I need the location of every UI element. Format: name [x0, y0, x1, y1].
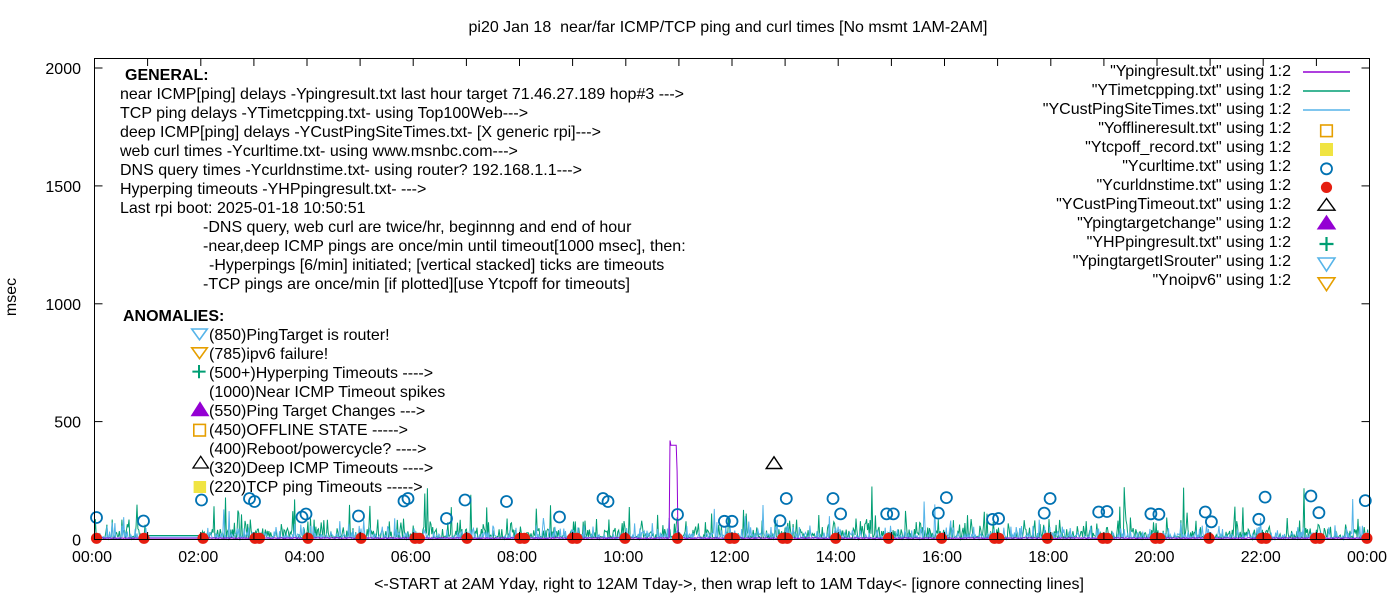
- svg-text:-near,deep ICMP pings are once: -near,deep ICMP pings are once/min until…: [203, 238, 686, 255]
- svg-text:(785)ipv6 failure!: (785)ipv6 failure!: [209, 346, 328, 363]
- svg-text:14:00: 14:00: [816, 549, 856, 566]
- svg-text:"Ynoipv6" using 1:2: "Ynoipv6" using 1:2: [1152, 272, 1291, 289]
- svg-text:06:00: 06:00: [391, 549, 431, 566]
- svg-text:"Ycurldnstime.txt" using 1:2: "Ycurldnstime.txt" using 1:2: [1096, 177, 1291, 194]
- svg-text:"Ypingtargetchange" using 1:2: "Ypingtargetchange" using 1:2: [1077, 215, 1291, 232]
- svg-text:<-START at 2AM Yday, right to: <-START at 2AM Yday, right to 12AM Tday-…: [374, 576, 1084, 593]
- svg-text:00:00: 00:00: [72, 549, 112, 566]
- svg-text:"Ycurltime.txt" using 1:2: "Ycurltime.txt" using 1:2: [1122, 158, 1291, 175]
- svg-text:"YpingtargetISrouter" using 1:: "YpingtargetISrouter" using 1:2: [1073, 253, 1291, 270]
- svg-text:08:00: 08:00: [497, 549, 537, 566]
- svg-text:500: 500: [54, 415, 81, 432]
- svg-text:"YCustPingTimeout.txt" using 1: "YCustPingTimeout.txt" using 1:2: [1056, 196, 1291, 213]
- svg-text:20:00: 20:00: [1134, 549, 1174, 566]
- svg-text:04:00: 04:00: [284, 549, 324, 566]
- svg-text:GENERAL:: GENERAL:: [125, 67, 209, 84]
- svg-text:"Ytcpoff_record.txt" using 1:2: "Ytcpoff_record.txt" using 1:2: [1085, 139, 1291, 156]
- svg-text:deep ICMP[ping] delays -YCustP: deep ICMP[ping] delays -YCustPingSiteTim…: [120, 124, 601, 141]
- svg-text:Hyperping timeouts -YHPpingres: Hyperping timeouts -YHPpingresult.txt- -…: [120, 181, 426, 198]
- svg-text:"YTimetcpping.txt" using 1:2: "YTimetcpping.txt" using 1:2: [1092, 82, 1291, 99]
- svg-text:-DNS query, web curl are twice: -DNS query, web curl are twice/hr, begin…: [203, 219, 632, 236]
- svg-text:"YCustPingSiteTimes.txt" using: "YCustPingSiteTimes.txt" using 1:2: [1043, 101, 1291, 118]
- svg-text:(550)Ping Target Changes --->: (550)Ping Target Changes --->: [209, 403, 425, 420]
- svg-text:web curl times -Ycurltime.txt-: web curl times -Ycurltime.txt- using www…: [119, 143, 518, 160]
- svg-text:near ICMP[ping] delays -Ypingr: near ICMP[ping] delays -Ypingresult.txt …: [120, 86, 684, 103]
- svg-text:02:00: 02:00: [178, 549, 218, 566]
- svg-text:-Hyperpings [6/min] initiated;: -Hyperpings [6/min] initiated; [vertical…: [209, 257, 664, 274]
- svg-text:00:00: 00:00: [1347, 549, 1387, 566]
- svg-text:pi20 Jan 18 near/far ICMP/TCP: pi20 Jan 18 near/far ICMP/TCP ping and c…: [468, 19, 987, 36]
- svg-text:18:00: 18:00: [1028, 549, 1068, 566]
- svg-text:16:00: 16:00: [922, 549, 962, 566]
- svg-text:2000: 2000: [45, 61, 81, 78]
- svg-text:"YHPpingresult.txt" using 1:2: "YHPpingresult.txt" using 1:2: [1087, 234, 1291, 251]
- svg-text:Last rpi boot: 2025-01-18 10:5: Last rpi boot: 2025-01-18 10:50:51: [120, 200, 366, 217]
- svg-text:ANOMALIES:: ANOMALIES:: [123, 308, 224, 325]
- svg-text:0: 0: [72, 533, 81, 550]
- svg-text:(850)PingTarget is router!: (850)PingTarget is router!: [209, 327, 390, 344]
- svg-text:(500+)Hyperping Timeouts ---->: (500+)Hyperping Timeouts ---->: [209, 365, 433, 382]
- svg-text:1000: 1000: [45, 297, 81, 314]
- svg-text:10:00: 10:00: [603, 549, 643, 566]
- svg-text:DNS query times -Ycurldnstime.: DNS query times -Ycurldnstime.txt- using…: [120, 162, 582, 179]
- svg-text:(450)OFFLINE STATE ----->: (450)OFFLINE STATE ----->: [209, 422, 408, 439]
- svg-text:(220)TCP ping Timeouts ----->: (220)TCP ping Timeouts ----->: [209, 479, 423, 496]
- svg-text:22:00: 22:00: [1241, 549, 1281, 566]
- svg-text:(400)Reboot/powercycle? ---->: (400)Reboot/powercycle? ---->: [209, 441, 426, 458]
- svg-text:TCP ping delays -YTimetcpping.: TCP ping delays -YTimetcpping.txt- using…: [120, 105, 528, 122]
- svg-text:12:00: 12:00: [709, 549, 749, 566]
- svg-text:"Yofflineresult.txt" using 1:2: "Yofflineresult.txt" using 1:2: [1098, 120, 1291, 137]
- svg-text:1500: 1500: [45, 179, 81, 196]
- svg-text:"Ypingresult.txt" using 1:2: "Ypingresult.txt" using 1:2: [1110, 63, 1291, 80]
- svg-text:msec: msec: [3, 278, 20, 316]
- svg-text:(320)Deep ICMP Timeouts ---->: (320)Deep ICMP Timeouts ---->: [209, 460, 433, 477]
- svg-text:(1000)Near ICMP Timeout spikes: (1000)Near ICMP Timeout spikes: [209, 384, 445, 401]
- svg-text:-TCP pings are once/min [if pl: -TCP pings are once/min [if plotted][use…: [203, 276, 630, 293]
